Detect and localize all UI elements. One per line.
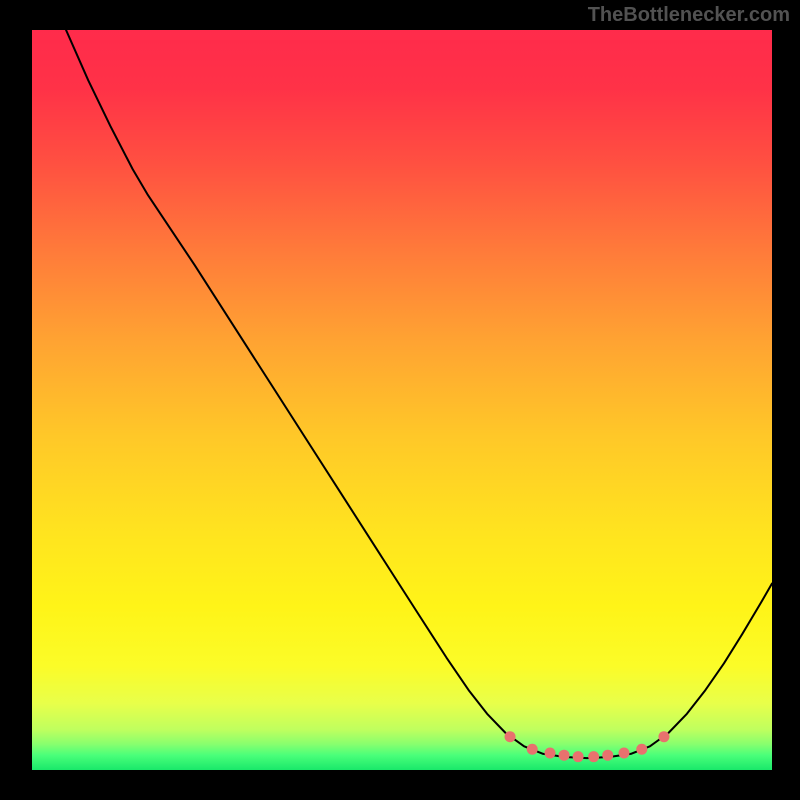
gradient-background bbox=[32, 30, 772, 770]
marker-dot bbox=[505, 731, 516, 742]
marker-dot bbox=[619, 747, 630, 758]
marker-dot bbox=[559, 750, 570, 761]
watermark-text: TheBottlenecker.com bbox=[588, 4, 790, 27]
marker-dot bbox=[545, 747, 556, 758]
marker-dot bbox=[658, 731, 669, 742]
bottleneck-chart bbox=[32, 30, 772, 770]
marker-dot bbox=[602, 750, 613, 761]
marker-dot bbox=[636, 744, 647, 755]
plot-area bbox=[32, 30, 772, 770]
marker-dot bbox=[573, 751, 584, 762]
marker-dot bbox=[527, 744, 538, 755]
marker-dot bbox=[588, 751, 599, 762]
chart-container: TheBottlenecker.com bbox=[0, 0, 800, 800]
